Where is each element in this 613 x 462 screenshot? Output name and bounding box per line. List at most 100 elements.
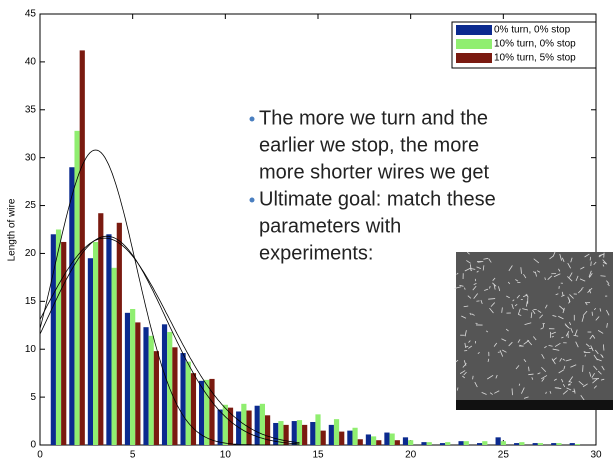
bullet-dot: [250, 117, 255, 122]
bullet-text: more shorter wires we get: [259, 161, 490, 183]
bar: [371, 436, 376, 445]
bar: [143, 327, 148, 445]
y-axis-label: Length of wire: [7, 198, 18, 261]
bar: [384, 433, 389, 445]
bar: [366, 434, 371, 445]
bar: [204, 380, 209, 445]
bar: [533, 443, 538, 445]
sem-footer: [456, 400, 613, 410]
y-tick-label: 15: [25, 296, 37, 307]
bar: [458, 441, 463, 445]
bullet-text: experiments:: [259, 242, 374, 264]
bar: [292, 421, 297, 445]
bullet-text: parameters with: [259, 215, 401, 237]
bullet-text: Ultimate goal: match these: [259, 188, 496, 210]
bar: [514, 443, 519, 445]
bar: [98, 213, 103, 445]
bar: [376, 440, 381, 445]
legend-label: 10% turn, 0% stop: [494, 39, 576, 50]
bar: [310, 422, 315, 445]
bar: [538, 443, 543, 445]
bullet-text: The more we turn and the: [259, 107, 488, 129]
bar: [180, 353, 185, 445]
sem-wire: [603, 344, 604, 350]
bar: [255, 406, 260, 445]
bar: [265, 415, 270, 445]
bar: [135, 322, 140, 445]
bar: [209, 379, 214, 445]
bar: [69, 167, 74, 445]
bar: [445, 442, 450, 445]
bar: [186, 362, 191, 445]
bar: [56, 230, 61, 446]
bar: [112, 268, 117, 445]
bar: [427, 442, 432, 445]
x-tick-label: 5: [130, 450, 136, 461]
slide: Length of wire 0510152025303540450510152…: [0, 0, 613, 462]
x-tick-label: 10: [220, 450, 232, 461]
sem-image: [454, 252, 613, 410]
legend-label: 10% turn, 5% stop: [494, 53, 576, 64]
bullet-text: earlier we stop, the more: [259, 134, 479, 156]
y-tick-label: 5: [30, 392, 36, 403]
legend: 0% turn, 0% stop 10% turn, 0% stop 10% tur…: [452, 22, 596, 68]
bar: [88, 258, 93, 445]
bar: [329, 425, 334, 445]
bar: [80, 50, 85, 445]
y-tick-label: 0: [30, 440, 36, 451]
x-tick-label: 30: [590, 450, 602, 461]
bar: [117, 223, 122, 445]
bar: [347, 431, 352, 445]
bar: [440, 443, 445, 445]
bar: [106, 234, 111, 445]
bar: [223, 405, 228, 445]
y-tick-label: 40: [25, 57, 37, 68]
bar: [302, 425, 307, 445]
bar: [556, 443, 561, 445]
bar: [358, 439, 363, 445]
bar: [191, 373, 196, 445]
y-tick-label: 20: [25, 248, 37, 259]
y-tick-label: 30: [25, 152, 37, 163]
bar: [278, 421, 283, 445]
bar: [218, 410, 223, 445]
legend-label: 0% turn, 0% stop: [494, 25, 571, 36]
legend-swatch: [456, 53, 492, 63]
bar: [315, 414, 320, 445]
y-tick-label: 35: [25, 104, 37, 115]
bar: [390, 434, 395, 445]
bar: [339, 432, 344, 445]
bar: [403, 437, 408, 445]
bar: [477, 443, 482, 445]
bar: [93, 242, 98, 445]
sem-wire: [585, 355, 586, 357]
bar: [575, 444, 580, 445]
bar: [334, 419, 339, 445]
bar: [154, 351, 159, 445]
bar: [551, 443, 556, 445]
bar: [482, 441, 487, 445]
x-tick-label: 15: [312, 450, 324, 461]
bar: [321, 431, 326, 445]
y-tick-label: 45: [25, 9, 37, 20]
y-tick-label: 25: [25, 200, 37, 211]
bullet-dot: [250, 198, 255, 203]
bar: [464, 441, 469, 445]
x-tick-label: 20: [405, 450, 417, 461]
sem-wire: [473, 376, 474, 379]
legend-swatch: [456, 39, 492, 49]
sem-wire: [519, 384, 520, 386]
bar: [519, 442, 524, 445]
x-tick-label: 25: [498, 450, 510, 461]
bar: [352, 428, 357, 445]
bar: [149, 336, 154, 445]
bar: [162, 324, 167, 445]
bar: [570, 443, 575, 445]
bar: [130, 309, 135, 445]
bar: [496, 437, 501, 445]
legend-swatch: [456, 25, 492, 35]
bar: [125, 313, 130, 445]
bar: [395, 440, 400, 445]
bar: [421, 442, 426, 445]
bar: [284, 425, 289, 445]
